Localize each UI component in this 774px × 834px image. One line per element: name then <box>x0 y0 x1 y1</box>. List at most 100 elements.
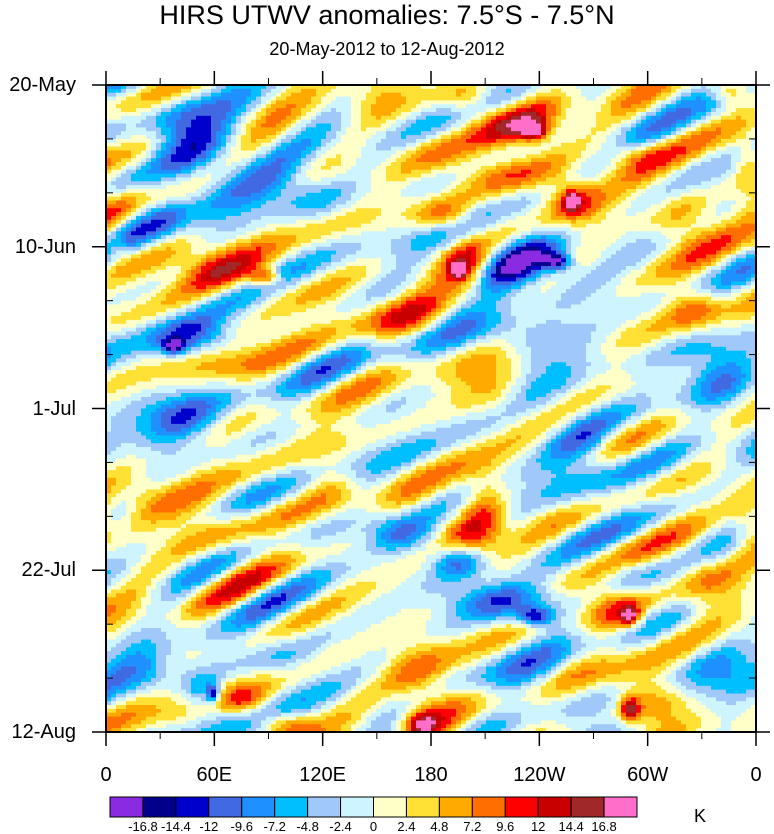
heatmap-cell <box>581 138 587 144</box>
heatmap-cell <box>181 219 187 225</box>
heatmap-cell <box>596 108 602 113</box>
heatmap-cell <box>536 131 542 136</box>
heatmap-cell <box>231 185 237 190</box>
heatmap-cell <box>676 142 682 148</box>
heatmap-cell <box>361 146 367 152</box>
heatmap-cell <box>746 162 752 167</box>
heatmap-cell <box>476 204 482 209</box>
heatmap-cell <box>471 181 477 186</box>
heatmap-cell <box>686 131 692 136</box>
heatmap-cell <box>251 88 257 94</box>
heatmap-cell <box>476 85 482 90</box>
heatmap-cell <box>426 162 432 167</box>
heatmap-cell <box>246 158 252 163</box>
heatmap-cell <box>411 192 417 198</box>
heatmap-cell <box>211 146 217 152</box>
heatmap-cell <box>466 115 472 121</box>
heatmap-cell <box>751 204 757 209</box>
heatmap-cell <box>631 219 637 225</box>
heatmap-cell <box>691 192 697 198</box>
heatmap-cell <box>616 219 622 225</box>
heatmap-cell <box>426 131 432 136</box>
heatmap-cell <box>276 104 282 109</box>
heatmap-cell <box>301 162 307 167</box>
heatmap-cell <box>741 169 747 175</box>
heatmap-cell <box>516 204 522 209</box>
heatmap-cell <box>426 169 432 175</box>
heatmap-cell <box>201 162 207 167</box>
heatmap-cell <box>551 150 557 155</box>
heatmap-cell <box>421 119 427 125</box>
heatmap-cell <box>316 111 322 117</box>
heatmap-cell <box>296 96 302 101</box>
heatmap-cell <box>396 196 402 202</box>
heatmap-cell <box>171 165 177 171</box>
heatmap-cell <box>256 150 262 155</box>
heatmap-cell <box>561 154 567 159</box>
heatmap-cell <box>326 119 332 125</box>
heatmap-cell <box>156 196 162 202</box>
heatmap-cell <box>496 92 502 98</box>
heatmap-cell <box>691 108 697 113</box>
heatmap-cell <box>746 219 752 225</box>
heatmap-cell <box>266 169 272 175</box>
heatmap-cell <box>351 223 357 229</box>
heatmap-cell <box>201 204 207 209</box>
heatmap-cell <box>436 154 442 159</box>
heatmap-cell <box>751 192 757 198</box>
heatmap-cell <box>516 119 522 125</box>
heatmap-cell <box>751 200 757 205</box>
heatmap-cell <box>386 85 392 90</box>
heatmap-cell <box>146 215 152 221</box>
heatmap-cell <box>131 219 137 225</box>
heatmap-cell <box>176 219 182 225</box>
heatmap-cell <box>386 208 392 213</box>
heatmap-cell <box>561 92 567 98</box>
heatmap-cell <box>311 196 317 202</box>
heatmap-cell <box>586 104 592 109</box>
heatmap-cell <box>381 100 387 105</box>
heatmap-cell <box>516 158 522 163</box>
heatmap-cell <box>566 142 572 148</box>
heatmap-cell <box>581 181 587 186</box>
heatmap-cell <box>656 100 662 105</box>
heatmap-cell <box>131 100 137 105</box>
heatmap-cell <box>386 131 392 136</box>
heatmap-cell <box>531 196 537 202</box>
heatmap-cell <box>636 200 642 205</box>
heatmap-cell <box>521 104 527 109</box>
heatmap-cell <box>471 88 477 94</box>
heatmap-cell <box>336 119 342 125</box>
heatmap-cell <box>626 185 632 190</box>
heatmap-cell <box>386 185 392 190</box>
heatmap-cell <box>456 215 462 221</box>
heatmap-cell <box>206 92 212 98</box>
heatmap-cell <box>306 111 312 117</box>
heatmap-cell <box>551 142 557 148</box>
heatmap-cell <box>211 119 217 125</box>
heatmap-cell <box>166 142 172 148</box>
heatmap-cell <box>631 169 637 175</box>
heatmap-cell <box>616 227 622 232</box>
heatmap-cell <box>116 92 122 98</box>
heatmap-cell <box>276 115 282 121</box>
heatmap-cell <box>196 200 202 205</box>
heatmap-cell <box>186 204 192 209</box>
heatmap-cell <box>351 104 357 109</box>
heatmap-cell <box>226 177 232 182</box>
heatmap-cell <box>241 227 247 232</box>
heatmap-cell <box>696 192 702 198</box>
heatmap-cell <box>481 108 487 113</box>
heatmap-cell <box>621 185 627 190</box>
heatmap-cell <box>471 185 477 190</box>
heatmap-cell <box>156 227 162 232</box>
heatmap-cell <box>581 169 587 175</box>
heatmap-cell <box>376 188 382 194</box>
heatmap-cell <box>626 85 632 90</box>
heatmap-cell <box>616 123 622 128</box>
heatmap-cell <box>121 223 127 229</box>
heatmap-cell <box>281 192 287 198</box>
heatmap-cell <box>331 200 337 205</box>
heatmap-cell <box>161 138 167 144</box>
heatmap-cell <box>396 100 402 105</box>
